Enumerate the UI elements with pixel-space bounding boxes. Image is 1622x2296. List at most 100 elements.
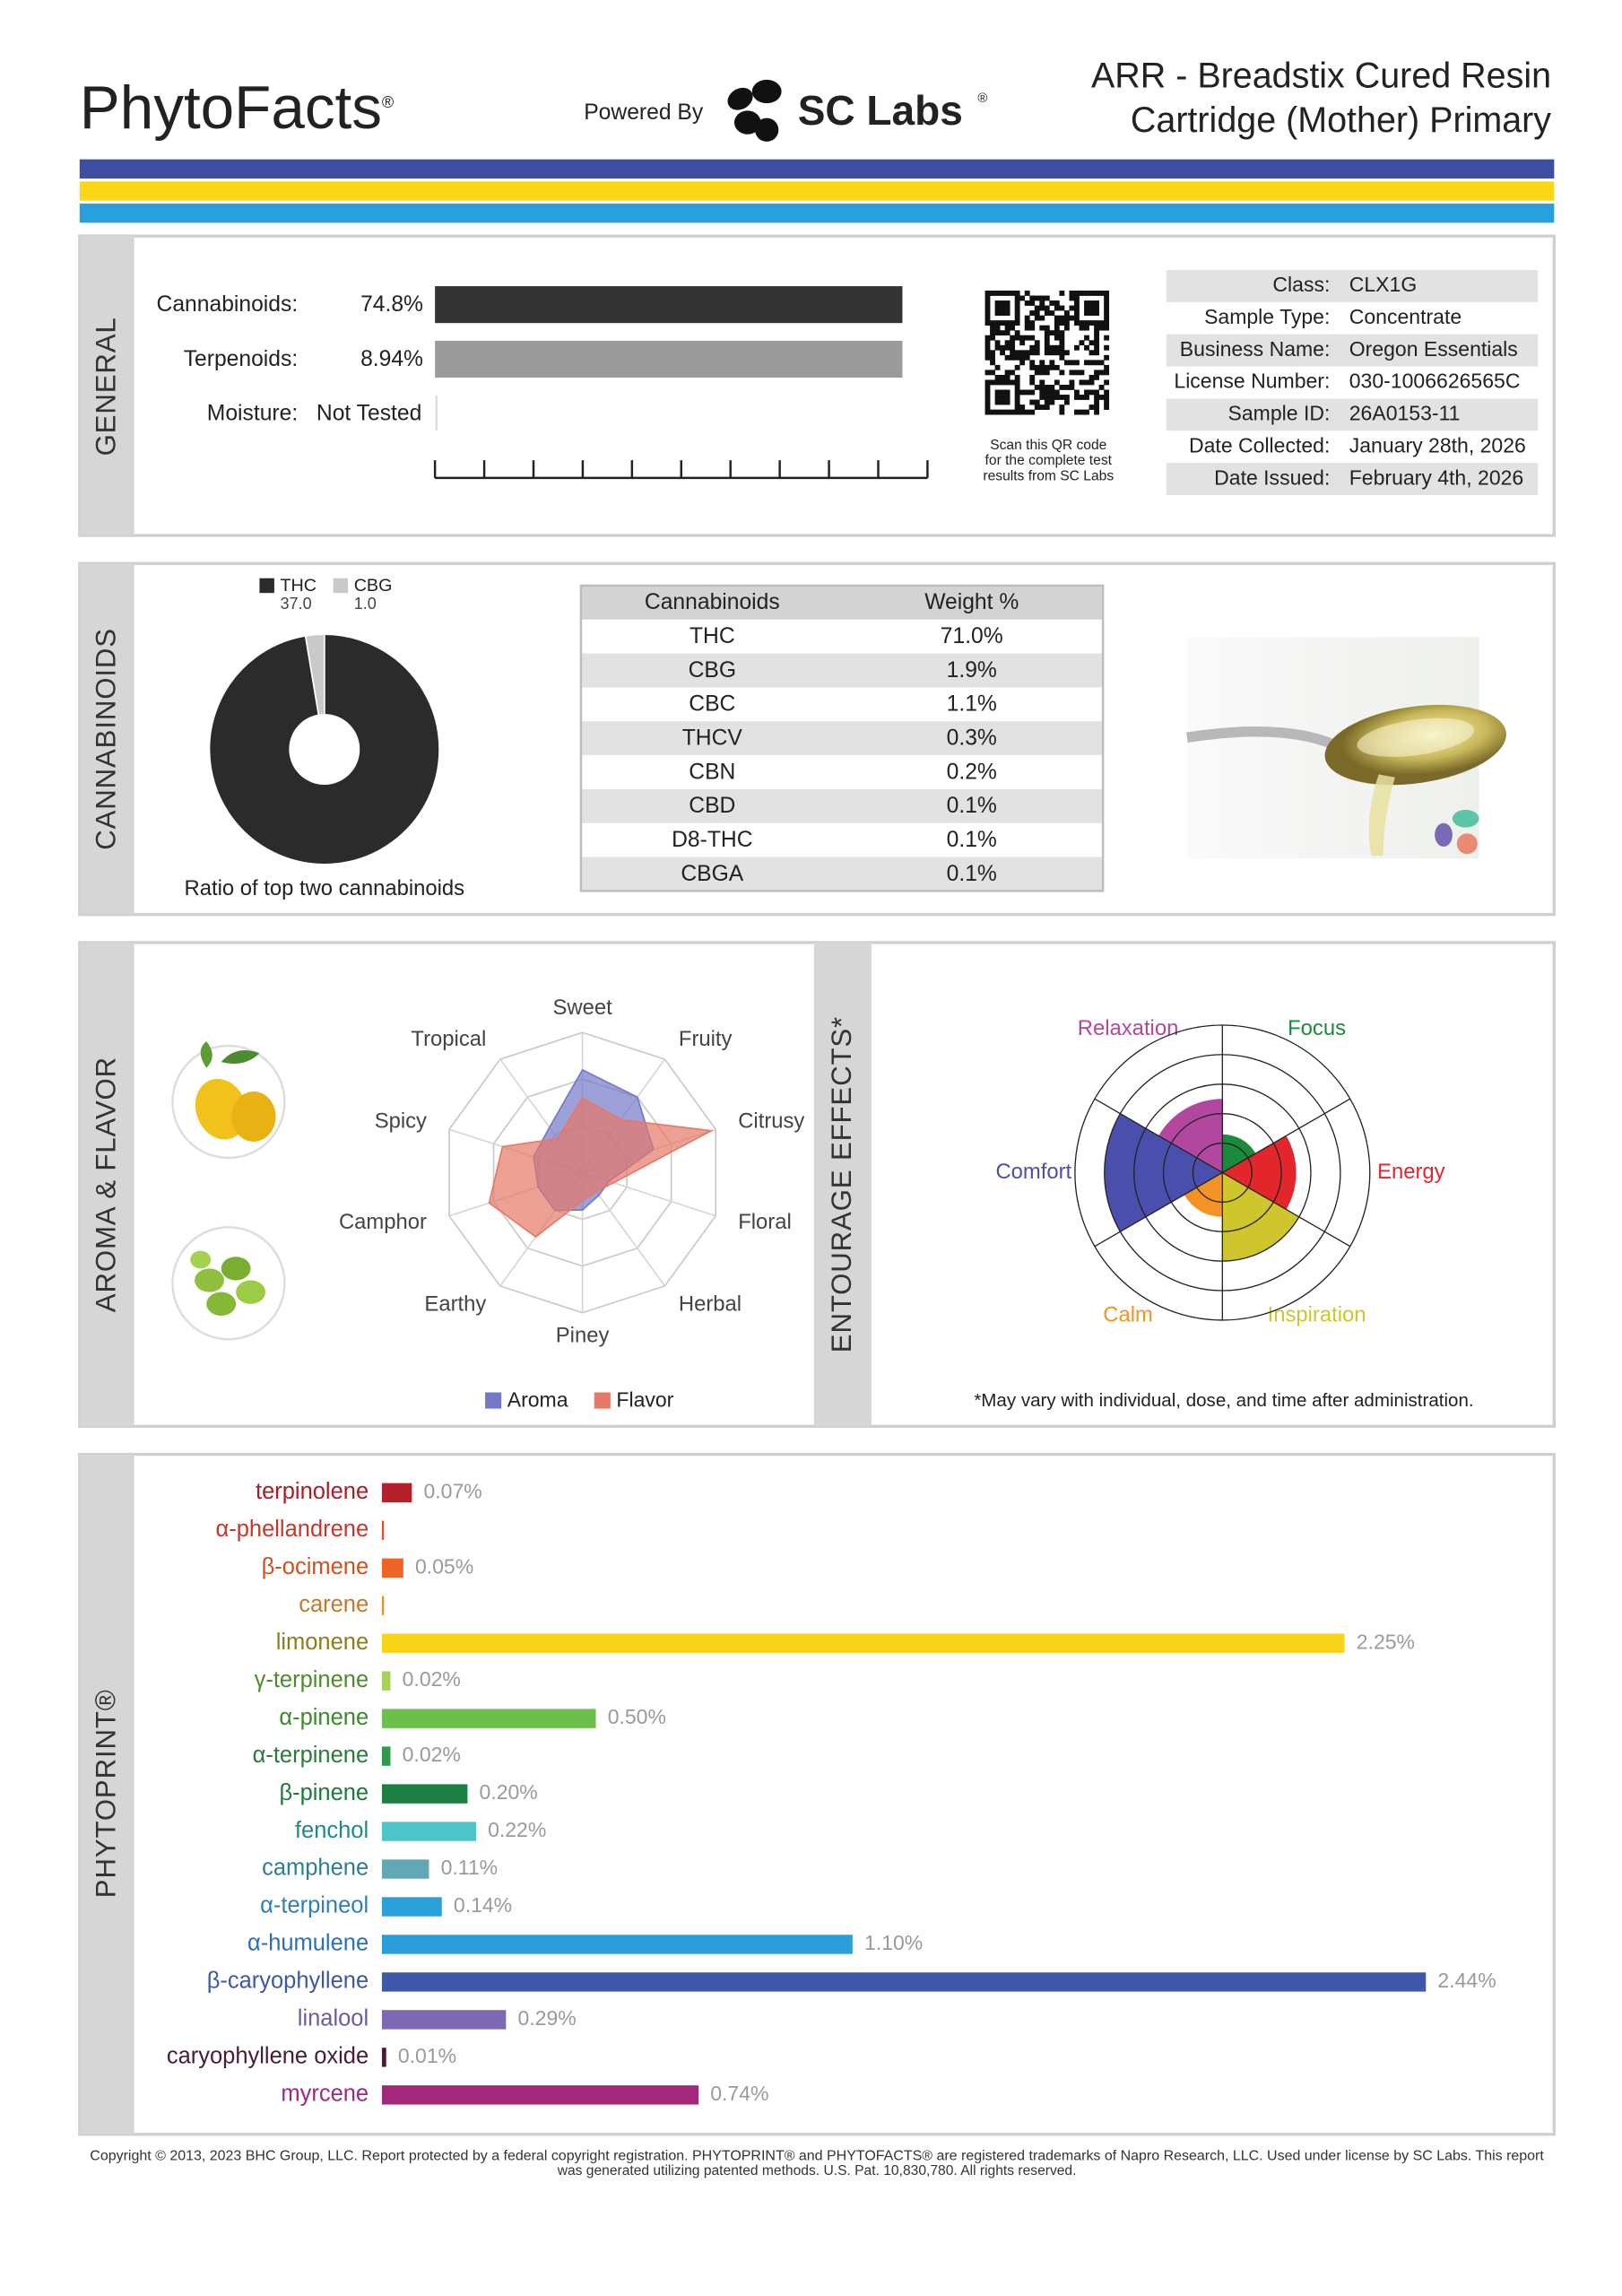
qr-module <box>1019 295 1026 301</box>
table-cell: THC <box>690 624 735 648</box>
qr-module <box>984 399 991 405</box>
terpene-value: 0.05% <box>415 1554 473 1578</box>
qr-module <box>1059 385 1065 390</box>
table-cell: 0.3% <box>947 726 997 750</box>
qr-module <box>1054 315 1060 321</box>
qr-module <box>990 320 995 326</box>
qr-module <box>1039 360 1045 366</box>
info-row-bg <box>1166 334 1539 367</box>
terpene-value: 0.74% <box>710 2082 768 2105</box>
qr-module <box>1010 344 1016 351</box>
qr-module <box>994 364 1001 370</box>
brand: PhytoFacts <box>80 74 382 142</box>
qr-module <box>1074 389 1080 396</box>
polar-spoke <box>1094 1098 1223 1174</box>
qr-module <box>1039 395 1045 400</box>
qr-module <box>994 389 1001 396</box>
qr-module <box>1094 335 1099 341</box>
qr-module <box>1039 305 1045 311</box>
qr-module <box>1039 404 1045 410</box>
qr-module <box>1094 330 1099 336</box>
qr-module <box>994 395 1001 400</box>
qr-module <box>994 340 1001 346</box>
radar-area <box>488 1097 714 1239</box>
qr-module <box>1004 291 1010 296</box>
qr-module <box>1079 325 1085 331</box>
table-border <box>579 584 1105 892</box>
qr-module <box>984 344 991 351</box>
qr-module <box>1074 370 1080 376</box>
table-cell: CBD <box>689 794 735 818</box>
qr-module <box>1044 350 1050 356</box>
qr-module <box>984 395 991 400</box>
qr-module <box>1104 404 1110 410</box>
qr-module <box>1094 344 1099 351</box>
qr-module <box>1034 350 1040 356</box>
qr-module <box>1104 395 1110 400</box>
terpene-bar <box>381 1859 429 1879</box>
qr-module <box>1044 330 1050 336</box>
qr-module <box>984 370 991 376</box>
qr-module <box>1049 385 1055 390</box>
qr-module <box>1059 305 1065 311</box>
qr-module <box>1024 291 1030 296</box>
footer-text: Copyright © 2013, 2023 BHC Group, LLC. R… <box>90 2149 1544 2164</box>
qr-module <box>1004 340 1010 346</box>
qr-module <box>1000 374 1005 380</box>
stripe <box>79 181 1555 201</box>
radar-label: Spicy <box>375 1109 427 1133</box>
qr-module <box>1024 389 1030 396</box>
qr-module <box>1079 370 1085 376</box>
qr-module <box>1063 395 1070 400</box>
metric-value: 8.94% <box>360 347 423 371</box>
qr-module <box>1049 310 1055 316</box>
terpene-value: 1.10% <box>864 1931 923 1954</box>
qr-module <box>1039 370 1045 376</box>
qr-module <box>1004 389 1010 396</box>
qr-module <box>1029 310 1036 316</box>
qr-module <box>1019 340 1026 346</box>
terpene-value: 0.11% <box>441 1856 499 1879</box>
table-cell: D8-THC <box>672 828 752 852</box>
qr-module <box>1054 389 1060 396</box>
qr-module <box>1004 395 1010 400</box>
qr-module <box>1074 395 1080 400</box>
qr-module <box>1034 370 1040 376</box>
qr-module <box>1014 395 1020 400</box>
qr-module <box>1034 295 1040 301</box>
qr-module <box>1044 295 1050 301</box>
section-title: CANNABINOIDS <box>90 628 121 850</box>
qr-module <box>990 325 995 331</box>
table-cell: 0.1% <box>947 862 997 886</box>
radar-label: Tropical <box>411 1027 486 1051</box>
qr-module <box>994 374 1001 380</box>
qr-module <box>1019 360 1026 366</box>
qr-module <box>990 291 995 296</box>
qr-module <box>1079 379 1085 386</box>
qr-module <box>1059 340 1065 346</box>
legend-swatch <box>594 1392 611 1409</box>
qr-module <box>1034 344 1040 351</box>
qr-module <box>1004 370 1010 376</box>
qr-module <box>1094 360 1099 366</box>
powered-by: Powered By <box>584 100 704 125</box>
terpene-label: fenchol <box>295 1818 369 1843</box>
qr-module <box>990 379 995 386</box>
qr-module <box>1079 320 1085 326</box>
qr-module <box>1029 295 1036 301</box>
qr-module <box>984 291 991 296</box>
metric-label: Cannabinoids: <box>157 292 299 317</box>
qr-module <box>1010 320 1016 326</box>
legend-label: Aroma <box>507 1387 568 1411</box>
qr-module <box>1034 404 1040 410</box>
qr-module <box>1000 320 1005 326</box>
qr-module <box>1054 395 1060 400</box>
terpene-bar <box>381 1558 403 1578</box>
qr-module <box>1059 291 1065 296</box>
qr-module <box>1044 399 1050 405</box>
info-value: Concentrate <box>1349 305 1462 328</box>
qr-module <box>1014 409 1020 415</box>
radar-label: Piney <box>556 1323 610 1347</box>
qr-module <box>984 340 991 346</box>
qr-module <box>1069 291 1075 296</box>
